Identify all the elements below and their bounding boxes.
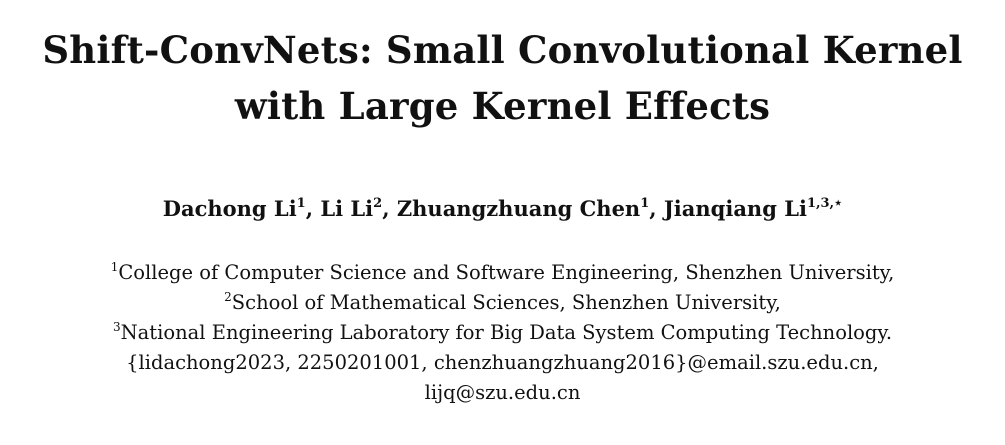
author-affiliation-marks: 1 — [296, 196, 306, 211]
affiliation-text: College of Computer Science and Software… — [118, 261, 895, 284]
affiliation-mark: 2 — [224, 290, 232, 304]
affiliation-mark: 1 — [110, 260, 119, 274]
author-affiliation-marks: 2 — [373, 196, 383, 211]
author-name: Dachong Li — [162, 196, 297, 221]
affiliation-1: 1College of Computer Science and Softwar… — [0, 258, 1005, 288]
affiliation-text: School of Mathematical Sciences, Shenzhe… — [231, 291, 781, 314]
author-name: Zhuangzhuang Chen — [396, 196, 641, 221]
author-affiliation-marks: 1 — [640, 196, 650, 211]
affiliation-mark: 3 — [112, 320, 121, 334]
author-list: Dachong Li1, Li Li2, Zhuangzhuang Chen1,… — [0, 194, 1005, 224]
author-affiliation-marks: 1,3,⋆ — [806, 196, 843, 211]
paper-title: Shift-ConvNets: Small Convolutional Kern… — [0, 22, 1005, 134]
title-line-2: with Large Kernel Effects — [234, 84, 771, 128]
author-3: Zhuangzhuang Chen1, — [397, 196, 664, 221]
title-line-1: Shift-ConvNets: Small Convolutional Kern… — [42, 28, 963, 72]
affiliation-text: National Engineering Laboratory for Big … — [120, 321, 893, 344]
affiliation-3: 3National Engineering Laboratory for Big… — [0, 318, 1005, 348]
author-separator: , — [649, 196, 664, 221]
author-separator: , — [382, 196, 397, 221]
author-2: Li Li2, — [320, 196, 396, 221]
affiliation-2: 2School of Mathematical Sciences, Shenzh… — [0, 288, 1005, 318]
affiliation-block: 1College of Computer Science and Softwar… — [0, 258, 1005, 408]
author-name: Jianqiang Li — [663, 196, 807, 221]
author-1: Dachong Li1, — [163, 196, 321, 221]
author-name: Li Li — [320, 196, 374, 221]
author-4: Jianqiang Li1,3,⋆ — [664, 196, 842, 221]
email-line-2: lijq@szu.edu.cn — [424, 381, 581, 404]
email-line-1: {lidachong2023, 2250201001, chenzhuangzh… — [126, 351, 879, 374]
author-separator: , — [305, 196, 321, 221]
